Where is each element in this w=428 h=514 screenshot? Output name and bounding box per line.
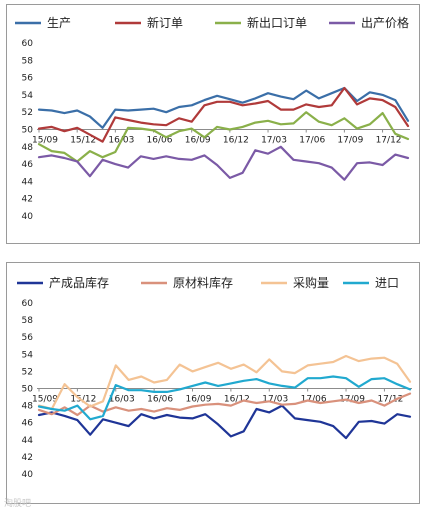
y-tick-label: 52 [22, 108, 33, 118]
chart-top: 生产 新订单 新出口订单 出产价格 40 42 44 46 48 50 52 54 56 58 60 15/0… [15, 15, 410, 222]
legend-label-1: 原材料库存 [173, 275, 233, 290]
y-tick-label: 58 [22, 316, 34, 326]
series-line-1 [37, 86, 410, 143]
y-tick-label: 50 [22, 385, 34, 395]
y-tick-label: 44 [22, 177, 34, 187]
y-tick-label: 54 [22, 350, 34, 360]
series-line-2 [37, 111, 410, 163]
legend-label-0: 生产 [47, 16, 71, 30]
y-tick-label: 60 [22, 299, 34, 309]
x-tick-label: 15/12 [70, 136, 96, 146]
y-tick-label: 58 [22, 56, 34, 66]
x-tick-label: 16/03 [109, 395, 135, 405]
legend-label-0: 产成品库存 [49, 275, 109, 290]
legend-label-3: 出产价格 [361, 15, 409, 30]
y-tick-label: 44 [22, 436, 34, 446]
y-tick-label: 46 [22, 419, 34, 429]
y-tick-label: 56 [22, 333, 34, 343]
x-tick-label: 15/09 [32, 136, 58, 146]
x-tick-label: 17/09 [339, 395, 365, 405]
y-tick-label: 48 [22, 143, 34, 153]
series-line-3 [37, 375, 412, 421]
y-tick-label: 48 [22, 402, 34, 412]
x-tick-label: 17/09 [337, 136, 363, 146]
x-tick-label: 17/12 [377, 395, 403, 405]
series-line-2 [37, 354, 412, 411]
x-tick-label: 17/12 [376, 136, 402, 146]
y-tick-label: 42 [22, 195, 33, 205]
series-line-1 [37, 392, 412, 417]
y-tick-label: 54 [22, 91, 34, 101]
x-tick-label: 17/06 [301, 395, 327, 405]
x-tick-label: 16/06 [147, 136, 173, 146]
y-tick-label: 46 [22, 160, 34, 170]
series-line-0 [37, 404, 412, 440]
x-tick-label: 16/09 [185, 136, 211, 146]
x-tick-label: 17/06 [299, 136, 325, 146]
x-tick-label: 16/12 [224, 395, 250, 405]
x-tick-label: 16/06 [147, 395, 173, 405]
x-tick-label: 17/03 [261, 136, 287, 146]
x-tick-label: 15/12 [70, 395, 96, 405]
x-tick-label: 15/09 [32, 395, 58, 405]
legend-label-2: 新出口订单 [247, 15, 307, 30]
y-tick-label: 50 [22, 126, 34, 136]
chart-bottom: 产成品库存 原材料库存 采购量 进口 40 42 44 46 48 50 52 54 56 58 60 15/… [17, 275, 412, 480]
chart-panel-top: 生产 新订单 新出口订单 出产价格 40 42 44 46 48 50 52 54 56 58 60 15/0… [6, 4, 420, 244]
x-tick-label: 16/12 [223, 136, 249, 146]
series-line-0 [37, 86, 410, 129]
y-tick-label: 40 [22, 470, 34, 480]
series-line-3 [37, 145, 410, 181]
y-tick-label: 52 [22, 367, 33, 377]
legend-label-1: 新订单 [147, 15, 183, 30]
legend-label-3: 进口 [375, 276, 399, 290]
y-tick-label: 56 [22, 74, 34, 84]
y-tick-label: 40 [22, 212, 34, 222]
y-tick-label: 42 [22, 453, 33, 463]
watermark: 淘股吧 [4, 499, 32, 509]
x-tick-label: 17/03 [262, 395, 288, 405]
y-tick-label: 60 [22, 39, 34, 49]
legend-label-2: 采购量 [293, 275, 329, 290]
chart-panel-bottom: 产成品库存 原材料库存 采购量 进口 40 42 44 46 48 50 52 54 56 58 60 15/… [6, 262, 420, 504]
x-tick-label: 16/09 [186, 395, 212, 405]
